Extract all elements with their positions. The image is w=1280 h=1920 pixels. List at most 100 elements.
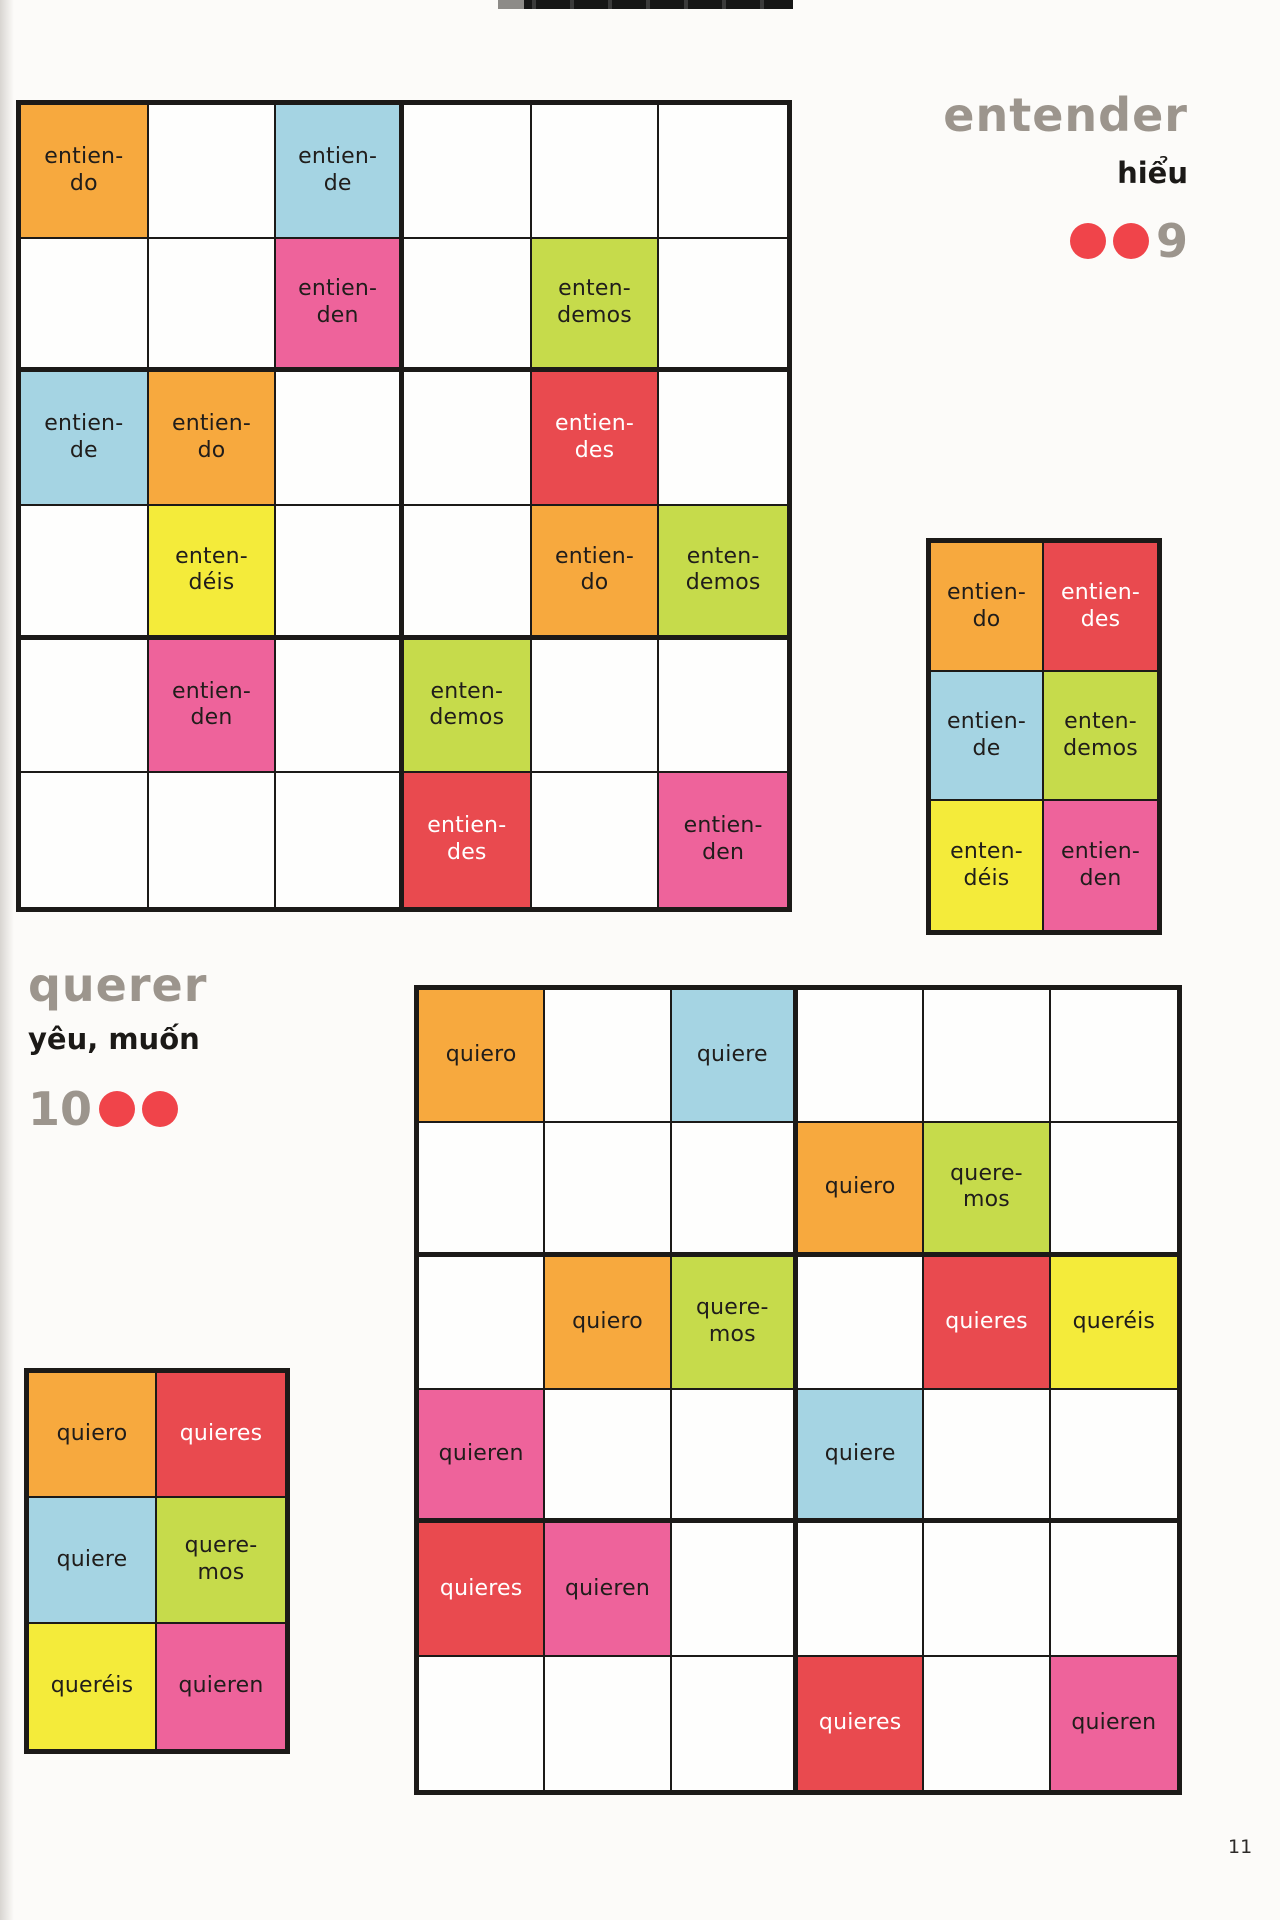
legend-cell: quieren	[157, 1623, 285, 1749]
puzzle-number-entender: 9	[1155, 214, 1188, 268]
difficulty-dot-icon	[1112, 223, 1149, 259]
sudoku-cell: quere- mos	[924, 1123, 1051, 1257]
cell-label: entien- den	[1060, 838, 1141, 891]
sudoku-cell	[1050, 1123, 1177, 1257]
sudoku-cell: queréis	[1050, 1256, 1177, 1390]
cell-label: entien- do	[554, 543, 635, 596]
legend-cell: quiero	[29, 1373, 157, 1499]
sudoku-cell: entien- des	[403, 773, 532, 907]
sudoku-cell	[21, 639, 149, 774]
cell-label: enten- demos	[557, 276, 632, 328]
verb-translation-entender: hiểu	[1117, 156, 1188, 190]
sudoku-cell	[148, 105, 277, 239]
cell-label: quieres	[179, 1421, 263, 1447]
sudoku-cell	[659, 105, 787, 239]
sudoku-grid-querer: quiero quiere quiero quere- mos quiero quere-…	[414, 985, 1182, 1795]
sudoku-cell	[276, 506, 404, 640]
sudoku-cell	[276, 773, 404, 907]
sudoku-cell: entien- de	[21, 372, 149, 506]
legend-cell: quiere	[29, 1498, 157, 1624]
cell-label: enten- demos	[429, 678, 505, 731]
sudoku-cell: quieren	[1050, 1656, 1177, 1790]
sudoku-cell: quieres	[419, 1523, 546, 1657]
sudoku-cell	[531, 639, 660, 774]
difficulty-dots	[1069, 223, 1149, 259]
sudoku-grid-entender: entien- do entien- de entien- den enten- de…	[16, 100, 792, 912]
cell-label: quieres	[818, 1709, 902, 1735]
cell-label: queréis	[1072, 1308, 1156, 1334]
difficulty-dots	[99, 1091, 179, 1127]
sudoku-cell: entien- den	[276, 238, 404, 373]
page-gutter-shadow	[0, 0, 14, 1920]
cell-label: quere- mos	[695, 1295, 769, 1348]
sudoku-cell	[924, 990, 1051, 1124]
sudoku-cell	[545, 1656, 672, 1790]
sudoku-cell	[403, 105, 532, 239]
legend-cell: entien- des	[1044, 543, 1157, 672]
sudoku-cell: quiere	[798, 1389, 925, 1524]
sudoku-cell	[798, 1256, 925, 1390]
cell-label: quieren	[1071, 1709, 1157, 1735]
legend-cell: entien- den	[1044, 801, 1157, 930]
sudoku-cell	[403, 238, 532, 373]
legend-box-entender: entien- do entien- des entien- de enten- de…	[926, 538, 1162, 935]
sudoku-cell	[419, 1256, 546, 1390]
sudoku-cell: enten- demos	[531, 238, 660, 373]
cell-label: quiero	[572, 1308, 643, 1334]
cell-label: entien- do	[44, 144, 124, 196]
sudoku-cell	[419, 1123, 546, 1257]
sudoku-cell: quiero	[545, 1256, 672, 1390]
sudoku-cell	[531, 105, 660, 239]
cell-label: quiero	[56, 1421, 128, 1447]
legend-cell: enten- déis	[931, 801, 1044, 930]
cell-label: quieren	[438, 1440, 524, 1466]
sudoku-cell: enten- déis	[148, 506, 277, 640]
verb-title-entender: entender	[943, 88, 1188, 142]
legend-cell: quere- mos	[157, 1498, 285, 1624]
sudoku-cell	[671, 1523, 798, 1657]
cell-label: quiere	[696, 1042, 768, 1068]
cell-label: entien- do	[171, 411, 252, 464]
sudoku-cell	[659, 239, 787, 373]
sudoku-cell	[545, 990, 672, 1124]
cell-label: quiere	[56, 1546, 128, 1572]
sudoku-cell	[21, 773, 149, 907]
difficulty-dot-icon	[142, 1091, 179, 1127]
sudoku-cell: entien- de	[276, 105, 404, 239]
legend-cell: entien- de	[931, 672, 1044, 801]
cell-label: enten- déis	[950, 838, 1023, 891]
cell-label: quiero	[824, 1174, 896, 1200]
sudoku-cell: quieres	[924, 1256, 1051, 1390]
sudoku-cell: quieren	[545, 1523, 672, 1657]
sudoku-cell	[545, 1123, 672, 1257]
sudoku-cell	[671, 1389, 798, 1524]
legend-box-querer: quiero quieres quiere quere- mos queréis quie…	[24, 1368, 290, 1754]
sudoku-cell: quiere	[671, 990, 798, 1124]
sudoku-cell	[1050, 1523, 1177, 1657]
cell-label: queréis	[50, 1672, 134, 1698]
sudoku-cell	[403, 506, 532, 640]
cell-label: quieren	[178, 1672, 264, 1698]
sudoku-cell	[545, 1389, 672, 1524]
cell-label: entien- de	[946, 708, 1027, 761]
sudoku-cell	[149, 773, 277, 907]
sudoku-cell	[672, 1656, 798, 1790]
difficulty-row-entender: 9	[1069, 214, 1188, 268]
legend-cell: entien- do	[931, 543, 1044, 672]
cell-label: enten- demos	[685, 543, 761, 596]
cell-label: enten- déis	[175, 543, 248, 596]
sudoku-cell	[148, 238, 277, 373]
cell-label: entien- de	[298, 144, 378, 196]
sudoku-cell	[798, 990, 925, 1124]
sudoku-cell: entien- do	[531, 506, 660, 640]
sudoku-cell: entien- do	[148, 372, 277, 506]
sudoku-cell	[532, 773, 660, 907]
sudoku-cell	[21, 238, 149, 373]
legend-cell: quieres	[157, 1373, 285, 1499]
sudoku-cell: quieres	[798, 1656, 925, 1790]
cell-label: entien- den	[298, 276, 378, 328]
page-number: 11	[1228, 1836, 1253, 1858]
sudoku-cell: entien- des	[531, 372, 660, 506]
sudoku-cell	[671, 1123, 798, 1257]
cell-label: entien- den	[171, 678, 252, 731]
